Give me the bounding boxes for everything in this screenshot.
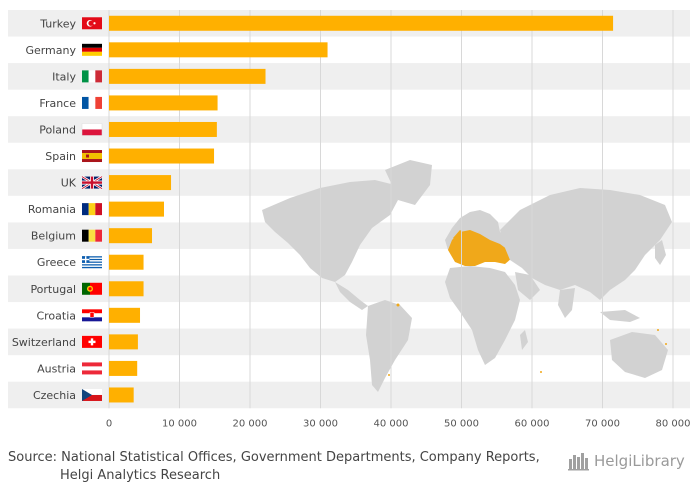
bar-spain[interactable] <box>109 148 215 164</box>
source-label: Source: <box>8 450 58 465</box>
x-tick-label: 40 000 <box>374 418 409 429</box>
turkey-flag-icon <box>82 17 102 30</box>
helgi-library-logo-icon <box>568 453 589 471</box>
czechia-flag-icon <box>82 388 102 401</box>
bar-romania[interactable] <box>109 201 164 217</box>
category-label: France <box>39 97 76 110</box>
france-flag-icon <box>82 96 102 109</box>
uk-flag-icon <box>81 175 103 190</box>
spain-flag-icon <box>82 150 102 163</box>
bar-austria[interactable] <box>109 360 138 376</box>
helgi-library-logo[interactable]: HelgiLibrary <box>568 451 685 471</box>
category-label: Romania <box>28 203 76 216</box>
bar-uk[interactable] <box>109 175 172 191</box>
bar-france[interactable] <box>109 95 218 111</box>
category-label: Germany <box>25 44 76 57</box>
category-labels: Turkey Germany Italy France Poland Spain UK Rom… <box>12 17 77 402</box>
category-label: Turkey <box>39 17 76 30</box>
grid-lines <box>108 10 674 409</box>
x-tick-label: 70 000 <box>585 418 620 429</box>
bar-turkey[interactable] <box>109 15 614 31</box>
source-line-1: National Statistical Offices, Government… <box>61 450 540 465</box>
category-label: Poland <box>39 123 76 136</box>
x-tick-label: 30 000 <box>303 418 338 429</box>
bar-poland[interactable] <box>109 121 217 137</box>
x-tick-label: 60 000 <box>515 418 550 429</box>
austria-flag-icon <box>82 362 102 375</box>
category-label: Switzerland <box>12 336 76 349</box>
world-map-icon <box>262 160 672 392</box>
poland-flag-icon <box>81 123 103 136</box>
greece-flag-icon <box>82 256 102 269</box>
bar-chart: Turkey Germany Italy France Poland Spain UK Rom… <box>8 10 691 429</box>
romania-flag-icon <box>82 203 102 216</box>
category-label: Austria <box>37 362 76 375</box>
category-label: Czechia <box>33 389 76 402</box>
portugal-flag-icon <box>82 282 102 295</box>
category-label: Italy <box>52 70 76 83</box>
x-tick-label: 20 000 <box>233 418 268 429</box>
x-axis-ticks: 0 10 000 20 000 30 000 40 000 50 000 60 000 70 … <box>106 418 691 429</box>
x-tick-label: 80 000 <box>656 418 691 429</box>
bar-belgium[interactable] <box>109 228 153 244</box>
germany-flag-icon <box>82 43 102 56</box>
bar-italy[interactable] <box>109 68 266 84</box>
flags <box>81 17 103 401</box>
bar-switzerland[interactable] <box>109 334 138 350</box>
source-line-2: Helgi Analytics Research <box>60 468 221 483</box>
category-label: Croatia <box>36 309 76 322</box>
category-label: Portugal <box>30 283 76 296</box>
croatia-flag-icon <box>82 309 102 322</box>
bar-greece[interactable] <box>109 254 144 270</box>
category-label: Belgium <box>31 230 76 243</box>
category-label: Spain <box>45 150 76 163</box>
italy-flag-icon <box>82 70 102 83</box>
bars <box>109 15 614 403</box>
source-note: Source: National Statistical Offices, Go… <box>8 449 548 485</box>
category-label: UK <box>61 177 77 190</box>
bar-croatia[interactable] <box>109 307 141 323</box>
bar-germany[interactable] <box>109 42 328 58</box>
x-tick-label: 50 000 <box>444 418 479 429</box>
bar-czechia[interactable] <box>109 387 134 403</box>
category-label: Greece <box>37 256 76 269</box>
logo-text: HelgiLibrary <box>594 452 685 470</box>
x-tick-label: 10 000 <box>162 418 197 429</box>
bar-portugal[interactable] <box>109 281 144 297</box>
belgium-flag-icon <box>82 229 102 242</box>
x-tick-label: 0 <box>106 418 112 429</box>
switzerland-flag-icon <box>82 335 102 348</box>
